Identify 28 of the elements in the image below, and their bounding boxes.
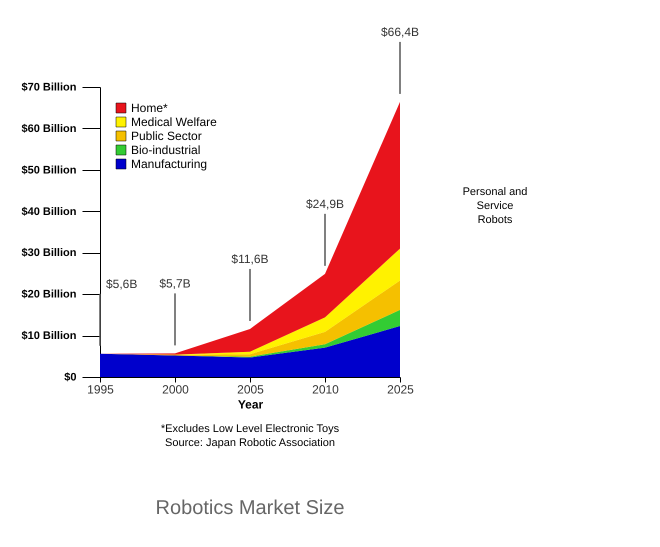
y-tick-label: $0 xyxy=(64,372,76,384)
y-tick-label: $50 Billion xyxy=(21,164,77,176)
legend-label: Manufacturing xyxy=(131,157,208,171)
legend-label: Public Sector xyxy=(131,129,202,143)
x-tick-label: 2005 xyxy=(237,382,264,396)
y-tick-label: $70 Billion xyxy=(21,82,77,94)
text: Personal and Service Robots xyxy=(462,186,528,226)
y-tick-label: $10 Billion xyxy=(21,330,77,342)
y-tick-label: $20 Billion xyxy=(21,288,77,301)
x-tick-label: 2025 xyxy=(387,382,414,396)
x-axis-title: Year xyxy=(238,398,264,412)
x-tick-label: 1995 xyxy=(87,382,114,396)
x-tick-label: 2000 xyxy=(162,382,190,396)
text: *Excludes Low Level Electronic Toys xyxy=(160,423,340,435)
y-tick-label: $40 Billion xyxy=(21,206,77,218)
legend-label: Home* xyxy=(131,101,168,115)
annotation: $24,9B xyxy=(306,196,344,211)
text: Robotics Market Size xyxy=(156,497,344,519)
annotation: $11,6B xyxy=(231,252,269,266)
y-tick-label: $60 Billion xyxy=(21,122,77,135)
annotation: $5,7B xyxy=(159,276,191,290)
x-tick-label: 2010 xyxy=(312,382,340,396)
legend-label: Bio-industrial xyxy=(131,143,200,157)
annotation: $5,6B xyxy=(106,276,138,291)
y-tick-label: $30 Billion xyxy=(21,247,77,260)
legend-label: Medical Welfare xyxy=(131,115,218,129)
source-note: Source: Japan Robotic Association xyxy=(165,437,335,449)
annotation: $66,4B xyxy=(380,24,420,39)
